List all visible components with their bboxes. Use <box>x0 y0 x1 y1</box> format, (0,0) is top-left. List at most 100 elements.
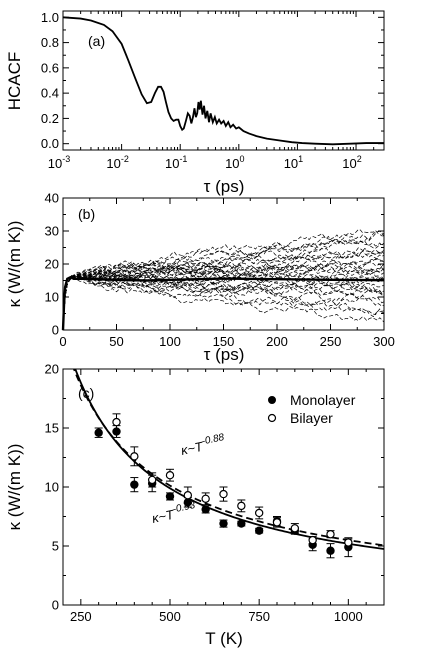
panel-c-fit-dashed-line <box>72 369 384 547</box>
legend-bilayer-marker <box>267 413 277 423</box>
panel-a-xtick-label: 100 <box>225 154 244 171</box>
panel-b-average <box>61 275 385 331</box>
panel-c-ytick-label: 10 <box>45 480 59 495</box>
panel-a-ticks: 0.00.20.40.60.81.010-3 10-2 10-1 100 101 102 <box>41 10 385 171</box>
panel-b-run-line <box>62 250 385 330</box>
panel-c-xlabel: T (K) <box>205 629 242 648</box>
panel-b-run-line <box>62 276 385 330</box>
panel-b-ytick-label: 40 <box>45 191 59 206</box>
panel-b-ytick-label: 30 <box>45 224 59 239</box>
panel-c-label: (c) <box>78 385 94 401</box>
panel-a-ytick-label: 0.2 <box>41 111 59 126</box>
panel-b-xtick-label: 300 <box>373 334 395 349</box>
panel-c-points <box>94 413 353 559</box>
panel-c-xtick-label: 750 <box>248 609 270 624</box>
panel-c-xtick-label: 250 <box>70 609 92 624</box>
panel-c-legend: Monolayer Bilayer <box>267 392 356 426</box>
panel-b-run-line <box>62 275 385 330</box>
panel-b-run-line <box>62 258 385 330</box>
panel-b-label: (b) <box>78 206 95 222</box>
fit-label-solid-base: κ~T <box>151 506 177 525</box>
panel-c-monolayer-point <box>326 546 335 555</box>
panel-a-xtick-exponent: 2 <box>357 154 362 164</box>
fit-label-dashed: κ~T-0.88 <box>179 432 227 458</box>
panel-c-bilayer-point <box>326 530 335 539</box>
panel-a-ytick-label: 0.6 <box>41 60 59 75</box>
panel-a-xtick-label: 10-2 <box>106 154 128 171</box>
panel-c-monolayer-point <box>130 480 139 489</box>
panel-a-xtick-label: 101 <box>284 154 303 171</box>
panel-b-xtick-label: 250 <box>320 334 342 349</box>
panel-a-label: (a) <box>88 33 105 49</box>
panel-a-xtick-exponent: -3 <box>62 154 70 164</box>
panel-a-ytick-label: 0.0 <box>41 136 59 151</box>
panel-c-ylabel: κ (W/(m K)) <box>5 444 24 531</box>
panel-c-bilayer-point <box>237 501 246 511</box>
panel-c-bilayer-point <box>344 538 353 547</box>
panel-b-xlabel: τ (ps) <box>204 345 245 364</box>
panel-b-run-line <box>62 250 385 330</box>
panel-a-xtick-exponent: 0 <box>240 154 245 164</box>
panel-c-ytick-label: 0 <box>52 598 59 613</box>
panel-a-xtick-label: 10-1 <box>165 154 187 171</box>
panel-a-xlabel: τ (ps) <box>204 177 245 196</box>
panel-c-fits <box>72 369 384 550</box>
panel-b-ytick-label: 0 <box>52 323 59 338</box>
fit-label-dashed-exp: -0.88 <box>201 432 226 448</box>
panel-b-ticks: 0 50 100 150 200 250 300 0 10 20 30 40 <box>45 191 395 350</box>
panel-b-frame <box>62 197 385 331</box>
panel-c-xtick-label: 1000 <box>334 609 363 624</box>
panel-c-bilayer-point <box>290 524 300 533</box>
panel-c-monolayer-point <box>201 505 210 514</box>
panel-c-bilayer-point <box>201 494 210 503</box>
panel-b-ylabel: κ (W/(m K)) <box>5 221 24 308</box>
panel-b-run-line <box>62 275 385 330</box>
panel-b-run-line <box>62 239 385 330</box>
fit-label-solid: κ~T-0.93 <box>150 500 198 526</box>
panel-c-monolayer-point <box>94 428 103 437</box>
panel-c-bilayer-point <box>112 417 121 427</box>
panel-c-bilayer-point <box>219 489 228 499</box>
panel-b-run-line <box>62 247 385 330</box>
panel-a-curve <box>62 16 384 146</box>
panel-b-ytick-label: 20 <box>45 257 59 272</box>
panel-c-ytick-label: 15 <box>45 421 59 436</box>
panel-c-ticks: 250 500 750 1000 0 5 10 15 20 <box>45 362 384 624</box>
panel-b-xtick-label: 200 <box>266 334 288 349</box>
fit-label-dashed-base: κ~T <box>180 438 206 457</box>
panel-c-bilayer-point <box>254 508 264 518</box>
panel-c: 250 500 750 1000 0 5 10 15 20 (c) κ (W/(m K)) T … <box>5 362 385 648</box>
panel-a-xtick-label: 10-3 <box>48 154 70 171</box>
legend-monolayer-marker <box>268 396 276 404</box>
panel-b-run-line <box>62 275 385 330</box>
panel-a-xtick-exponent: -2 <box>121 154 129 164</box>
panel-c-bilayer-point <box>183 491 193 500</box>
panel-b-run-line <box>62 230 385 330</box>
panel-c-bilayer-point <box>272 518 282 527</box>
panel-b-ytick-label: 10 <box>45 290 59 305</box>
panel-b: 0 50 100 150 200 250 300 0 10 20 30 40 (b) κ (W/(m … <box>5 191 395 365</box>
panel-c-bilayer-point <box>308 535 317 545</box>
panel-c-monolayer-point <box>165 492 175 501</box>
panel-c-xtick-label: 500 <box>159 609 181 624</box>
panel-a-hcacf-line <box>62 16 384 146</box>
panel-c-monolayer-point <box>219 519 228 528</box>
panel-c-fit-solid-line <box>74 369 384 550</box>
panel-c-bilayer-point <box>165 471 175 480</box>
panel-a-ytick-label: 1.0 <box>41 10 59 25</box>
panel-b-xtick-label: 100 <box>159 334 181 349</box>
panel-c-ytick-label: 5 <box>52 539 59 554</box>
panel-a-xtick-exponent: 1 <box>298 154 303 164</box>
panel-b-run-line <box>62 276 385 330</box>
panel-a-xtick-exponent: -1 <box>179 154 187 164</box>
panel-a: 0.00.20.40.60.81.010-3 10-2 10-1 100 101 102 … <box>5 10 385 196</box>
panel-b-xtick-label: 150 <box>213 334 235 349</box>
legend-monolayer-label: Monolayer <box>290 392 356 408</box>
panel-b-run-line <box>62 275 385 330</box>
panel-a-ytick-label: 0.8 <box>41 35 59 50</box>
panel-c-bilayer-point <box>130 452 139 461</box>
panel-b-run-line <box>62 239 385 330</box>
panel-b-average-line <box>61 275 385 331</box>
panel-b-xtick-label: 50 <box>109 334 123 349</box>
